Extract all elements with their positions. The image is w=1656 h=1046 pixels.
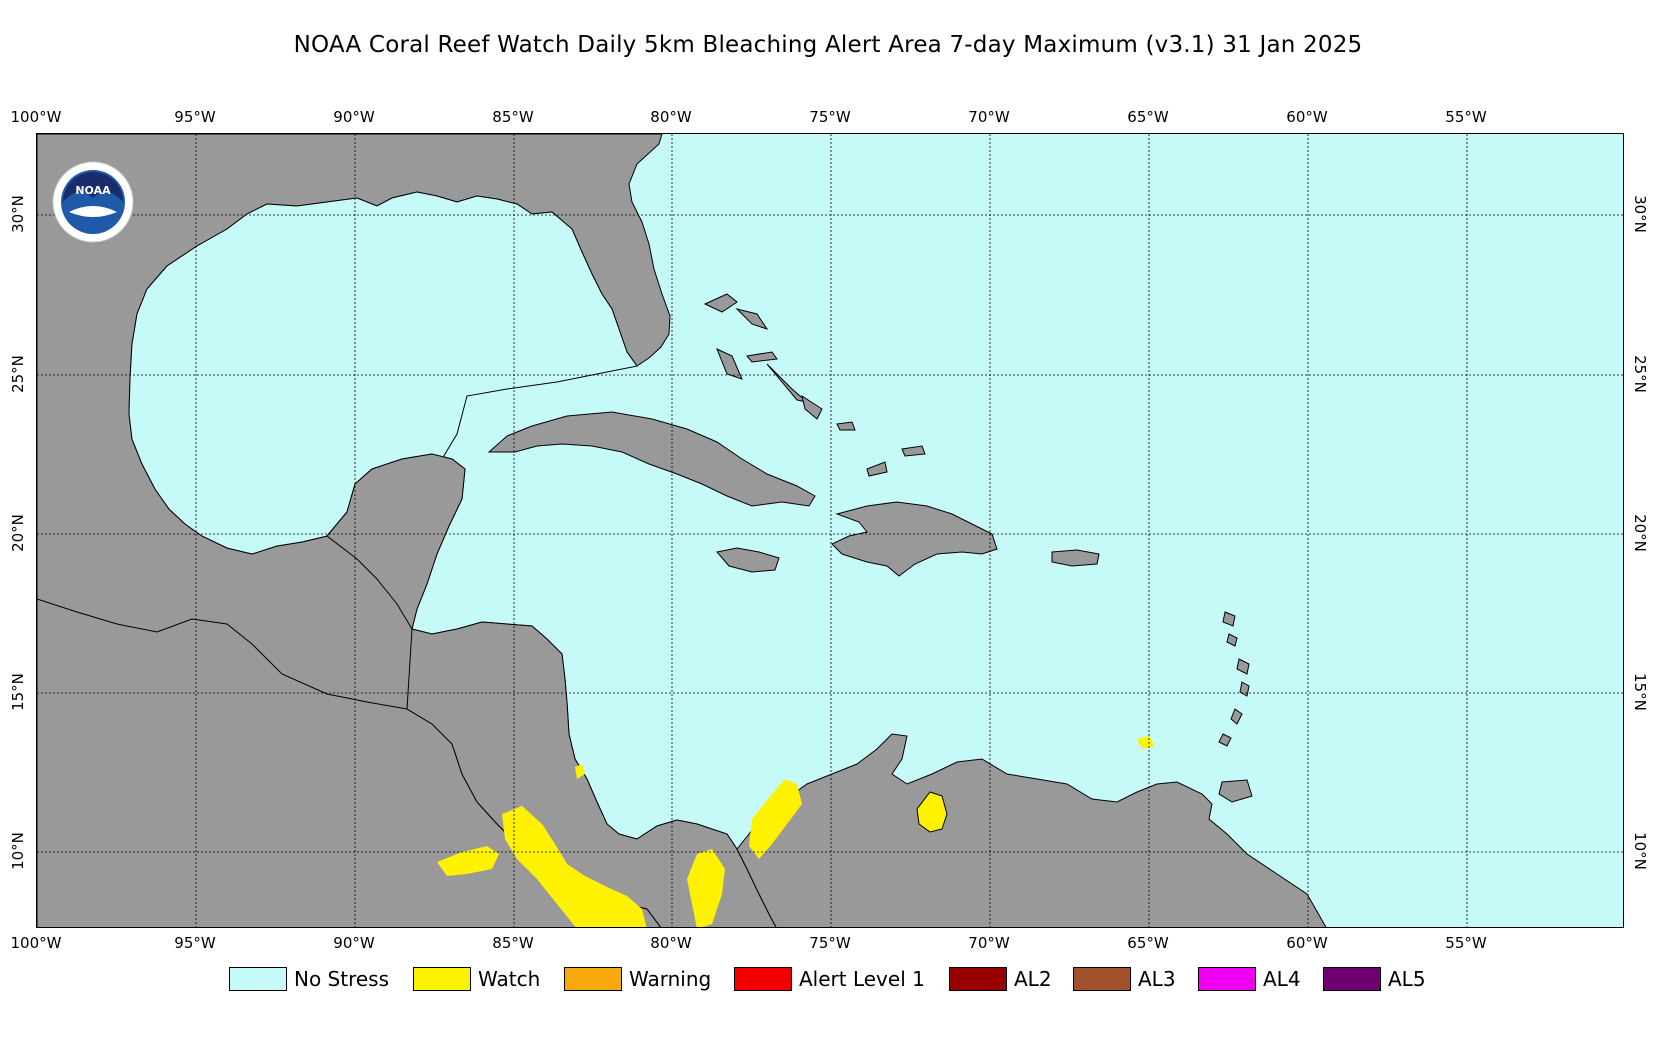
lesser-antilles-island	[1230, 708, 1243, 725]
south-america-land	[736, 733, 1327, 927]
lon-tick-bottom: 90°W	[333, 934, 375, 952]
watch-area	[575, 764, 585, 779]
lon-tick-top: 80°W	[650, 108, 692, 126]
watch-area	[1137, 736, 1155, 749]
lon-tick-top: 60°W	[1286, 108, 1328, 126]
legend-swatch	[1198, 967, 1256, 991]
bahamas-island	[836, 421, 856, 431]
lesser-antilles-island	[1226, 633, 1238, 647]
bahamas-island	[716, 348, 743, 380]
legend-swatch	[1073, 967, 1131, 991]
legend-label: AL2	[1014, 967, 1052, 991]
noaa-logo-text: NOAA	[75, 184, 111, 197]
legend-item-warning: Warning	[564, 965, 711, 993]
lon-tick-bottom: 80°W	[650, 934, 692, 952]
legend-swatch	[229, 967, 287, 991]
watch-area	[749, 779, 802, 859]
lesser-antilles-island	[1218, 733, 1232, 747]
cuba-land	[487, 411, 816, 507]
lon-tick-top: 65°W	[1127, 108, 1169, 126]
lat-tick-left: 10°N	[9, 832, 27, 870]
lat-tick-left: 20°N	[9, 514, 27, 552]
lon-tick-top: 85°W	[492, 108, 534, 126]
lon-tick-top: 55°W	[1445, 108, 1487, 126]
legend-item-al4: AL4	[1198, 965, 1301, 993]
lon-tick-top: 75°W	[809, 108, 851, 126]
lake-maracaibo	[916, 791, 948, 833]
lat-tick-left: 30°N	[9, 195, 27, 233]
lon-tick-bottom: 95°W	[174, 934, 216, 952]
lat-tick-left: 15°N	[9, 673, 27, 711]
lon-tick-bottom: 85°W	[492, 934, 534, 952]
lesser-antilles-island	[1236, 658, 1250, 675]
lat-tick-left: 25°N	[9, 355, 27, 393]
lon-tick-bottom: 75°W	[809, 934, 851, 952]
lon-tick-bottom: 55°W	[1445, 934, 1487, 952]
legend-item-al5: AL5	[1323, 965, 1426, 993]
legend-item-no-stress: No Stress	[229, 965, 389, 993]
bahamas-island	[901, 445, 926, 457]
trinidad-land	[1218, 779, 1253, 803]
bahamas-island	[866, 461, 888, 477]
legend-swatch	[949, 967, 1007, 991]
map-title: NOAA Coral Reef Watch Daily 5km Bleachin…	[293, 32, 1363, 58]
bahamas-island	[746, 351, 778, 363]
legend-label: AL4	[1263, 967, 1301, 991]
legend-label: AL3	[1138, 967, 1176, 991]
legend-label: Warning	[629, 967, 712, 991]
legend-item-al3: AL3	[1073, 965, 1176, 993]
lesser-antilles-island	[1239, 681, 1250, 697]
legend-item-watch: Watch	[413, 965, 540, 993]
legend-label: No Stress	[294, 967, 390, 991]
bahamas-island	[735, 308, 769, 330]
lon-tick-top: 70°W	[968, 108, 1010, 126]
lon-tick-bottom: 65°W	[1127, 934, 1169, 952]
lat-tick-right: 30°N	[1631, 195, 1649, 233]
yucatan-land	[326, 453, 466, 631]
legend-item-alert-level-1: Alert Level 1	[734, 965, 925, 993]
lesser-antilles-island	[1222, 611, 1236, 627]
watch-area	[687, 849, 725, 927]
jamaica-land	[716, 547, 780, 573]
legend-label: Watch	[478, 967, 541, 991]
lat-tick-right: 15°N	[1631, 673, 1649, 711]
legend-swatch	[564, 967, 622, 991]
watch-area	[437, 846, 499, 876]
lon-tick-bottom: 60°W	[1286, 934, 1328, 952]
lat-tick-right: 25°N	[1631, 355, 1649, 393]
gulf-of-mexico-water	[128, 191, 638, 555]
bahamas-island	[703, 293, 738, 313]
puerto-rico-land	[1051, 549, 1100, 567]
hispaniola-land	[831, 501, 998, 577]
legend-swatch	[1323, 967, 1381, 991]
lat-tick-right: 10°N	[1631, 832, 1649, 870]
lat-tick-right: 20°N	[1631, 514, 1649, 552]
map-svg	[37, 134, 1623, 927]
map-canvas[interactable]	[36, 133, 1624, 928]
lon-tick-bottom: 100°W	[10, 934, 62, 952]
lon-tick-top: 100°W	[10, 108, 62, 126]
lon-tick-top: 95°W	[174, 108, 216, 126]
legend-item-al2: AL2	[949, 965, 1052, 993]
watch-area	[502, 806, 647, 927]
bahamas-island	[801, 394, 823, 420]
legend-label: Alert Level 1	[799, 967, 925, 991]
noaa-logo: NOAA	[52, 161, 134, 243]
legend-label: AL5	[1388, 967, 1426, 991]
lon-tick-top: 90°W	[333, 108, 375, 126]
graticule	[37, 134, 1623, 927]
legend: No Stress Watch Warning Alert Level 1 AL…	[0, 965, 1656, 993]
legend-swatch	[734, 967, 792, 991]
lon-tick-bottom: 70°W	[968, 934, 1010, 952]
legend-swatch	[413, 967, 471, 991]
